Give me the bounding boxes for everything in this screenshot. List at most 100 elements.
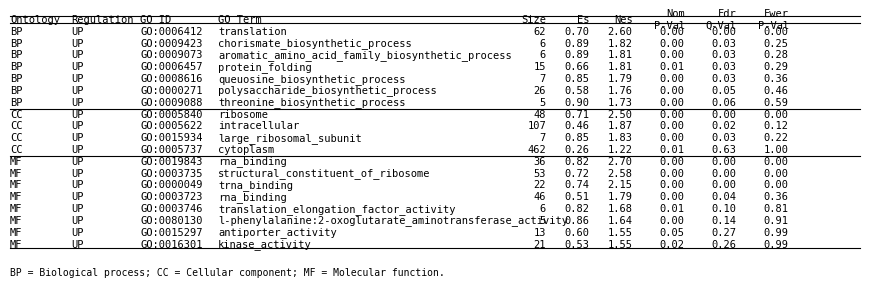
Text: 0.12: 0.12 [763, 121, 788, 131]
Text: MF: MF [10, 157, 23, 167]
Text: 0.00: 0.00 [763, 180, 788, 190]
Text: 6: 6 [539, 204, 546, 214]
Text: 0.53: 0.53 [564, 240, 588, 249]
Text: BP = Biological process; CC = Cellular component; MF = Molecular function.: BP = Biological process; CC = Cellular c… [10, 268, 444, 278]
Text: GO:0003723: GO:0003723 [140, 192, 202, 202]
Text: 1.22: 1.22 [607, 145, 632, 155]
Text: aromatic_amino_acid_family_biosynthetic_process: aromatic_amino_acid_family_biosynthetic_… [218, 50, 511, 61]
Text: 0.36: 0.36 [763, 192, 788, 202]
Text: 15: 15 [533, 62, 546, 72]
Text: MF: MF [10, 216, 23, 226]
Text: BP: BP [10, 50, 23, 60]
Text: 53: 53 [533, 168, 546, 179]
Text: GO:0008616: GO:0008616 [140, 74, 202, 84]
Text: 13: 13 [533, 228, 546, 238]
Text: UP: UP [70, 98, 83, 108]
Text: 0.00: 0.00 [659, 86, 684, 96]
Text: 1.79: 1.79 [607, 74, 632, 84]
Text: 0.90: 0.90 [564, 98, 588, 108]
Text: 0.00: 0.00 [659, 133, 684, 143]
Text: 0.60: 0.60 [564, 228, 588, 238]
Text: protein_folding: protein_folding [218, 62, 312, 73]
Text: Es: Es [576, 15, 588, 25]
Text: 1.82: 1.82 [607, 39, 632, 49]
Text: 0.85: 0.85 [564, 74, 588, 84]
Text: 0.46: 0.46 [763, 86, 788, 96]
Text: BP: BP [10, 39, 23, 49]
Text: trna_binding: trna_binding [218, 180, 293, 191]
Text: 0.99: 0.99 [763, 240, 788, 249]
Text: 0.00: 0.00 [763, 157, 788, 167]
Text: MF: MF [10, 228, 23, 238]
Text: 0.03: 0.03 [711, 62, 736, 72]
Text: 107: 107 [527, 121, 546, 131]
Text: 0.05: 0.05 [711, 86, 736, 96]
Text: Nom
P-Val: Nom P-Val [653, 9, 684, 31]
Text: GO:0080130: GO:0080130 [140, 216, 202, 226]
Text: 7: 7 [539, 133, 546, 143]
Text: GO ID: GO ID [140, 15, 171, 25]
Text: Nes: Nes [614, 15, 632, 25]
Text: threonine_biosynthetic_process: threonine_biosynthetic_process [218, 97, 405, 108]
Text: UP: UP [70, 86, 83, 96]
Text: 0.00: 0.00 [763, 168, 788, 179]
Text: 0.00: 0.00 [659, 180, 684, 190]
Text: BP: BP [10, 74, 23, 84]
Text: 0.00: 0.00 [711, 27, 736, 37]
Text: MF: MF [10, 168, 23, 179]
Text: 0.10: 0.10 [711, 204, 736, 214]
Text: 0.29: 0.29 [763, 62, 788, 72]
Text: rna_binding: rna_binding [218, 192, 287, 203]
Text: 0.00: 0.00 [659, 109, 684, 120]
Text: l-phenylalanine:2-oxoglutarate_aminotransferase_activity: l-phenylalanine:2-oxoglutarate_aminotran… [218, 215, 567, 226]
Text: 7: 7 [539, 74, 546, 84]
Text: 1.81: 1.81 [607, 50, 632, 60]
Text: 0.66: 0.66 [564, 62, 588, 72]
Text: UP: UP [70, 168, 83, 179]
Text: polysaccharide_biosynthetic_process: polysaccharide_biosynthetic_process [218, 86, 436, 96]
Text: GO:0015934: GO:0015934 [140, 133, 202, 143]
Text: GO:0005622: GO:0005622 [140, 121, 202, 131]
Text: 0.00: 0.00 [659, 216, 684, 226]
Text: 6: 6 [539, 50, 546, 60]
Text: GO:0006412: GO:0006412 [140, 27, 202, 37]
Text: 0.00: 0.00 [659, 121, 684, 131]
Text: chorismate_biosynthetic_process: chorismate_biosynthetic_process [218, 38, 411, 49]
Text: 0.85: 0.85 [564, 133, 588, 143]
Text: UP: UP [70, 216, 83, 226]
Text: 6: 6 [539, 39, 546, 49]
Text: 62: 62 [533, 27, 546, 37]
Text: 0.02: 0.02 [659, 240, 684, 249]
Text: UP: UP [70, 121, 83, 131]
Text: 0.00: 0.00 [711, 168, 736, 179]
Text: 1.76: 1.76 [607, 86, 632, 96]
Text: 0.46: 0.46 [564, 121, 588, 131]
Text: 1.87: 1.87 [607, 121, 632, 131]
Text: GO:0016301: GO:0016301 [140, 240, 202, 249]
Text: 0.26: 0.26 [711, 240, 736, 249]
Text: 0.00: 0.00 [763, 109, 788, 120]
Text: GO:0003746: GO:0003746 [140, 204, 202, 214]
Text: 2.70: 2.70 [607, 157, 632, 167]
Text: UP: UP [70, 157, 83, 167]
Text: 2.58: 2.58 [607, 168, 632, 179]
Text: 0.01: 0.01 [659, 62, 684, 72]
Text: 1.64: 1.64 [607, 216, 632, 226]
Text: Fwer
P-Val: Fwer P-Val [757, 9, 788, 31]
Text: 0.72: 0.72 [564, 168, 588, 179]
Text: 0.89: 0.89 [564, 50, 588, 60]
Text: 462: 462 [527, 145, 546, 155]
Text: 0.14: 0.14 [711, 216, 736, 226]
Text: UP: UP [70, 145, 83, 155]
Text: 0.86: 0.86 [564, 216, 588, 226]
Text: Ontology: Ontology [10, 15, 60, 25]
Text: large_ribosomal_subunit: large_ribosomal_subunit [218, 133, 362, 144]
Text: 1.00: 1.00 [763, 145, 788, 155]
Text: 0.71: 0.71 [564, 109, 588, 120]
Text: GO:0003735: GO:0003735 [140, 168, 202, 179]
Text: 0.99: 0.99 [763, 228, 788, 238]
Text: 36: 36 [533, 157, 546, 167]
Text: 2.50: 2.50 [607, 109, 632, 120]
Text: 0.26: 0.26 [564, 145, 588, 155]
Text: 0.63: 0.63 [711, 145, 736, 155]
